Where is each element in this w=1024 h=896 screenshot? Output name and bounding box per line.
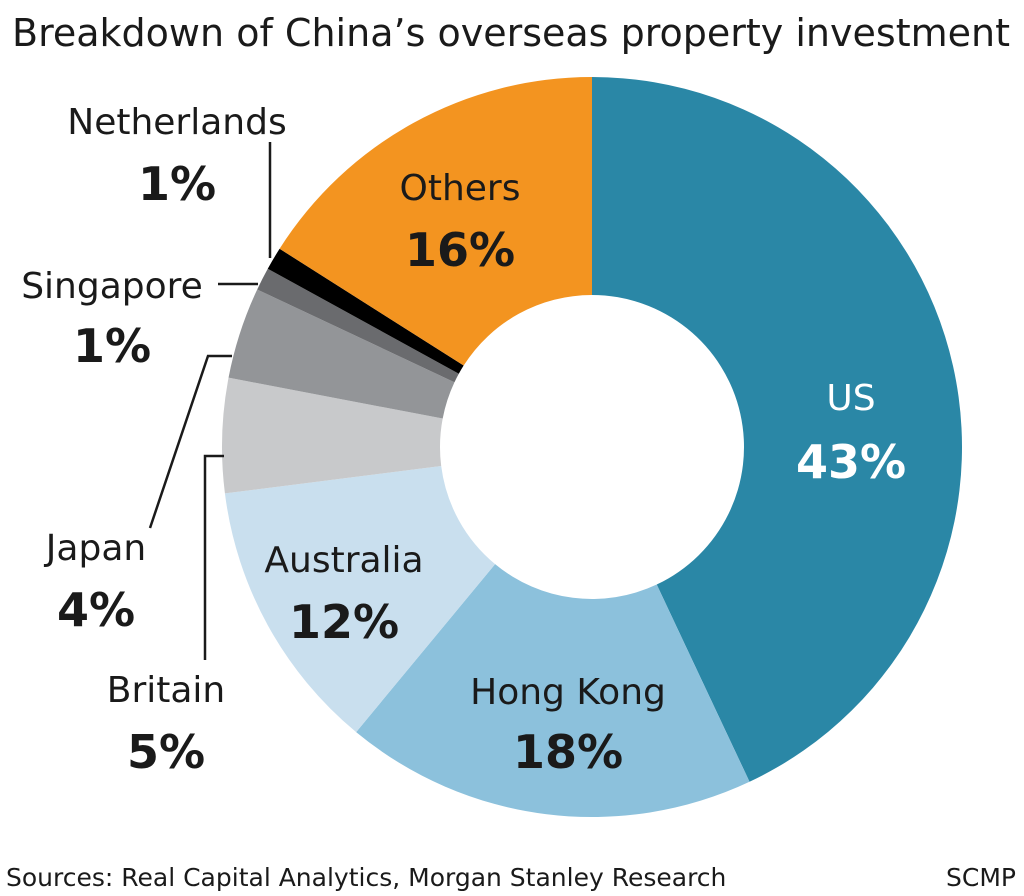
leader-line-britain bbox=[203, 454, 224, 660]
chart-title: Breakdown of China’s overseas property i… bbox=[12, 11, 1010, 55]
label-us: US bbox=[826, 378, 875, 419]
slice-australia bbox=[224, 466, 496, 733]
value-britain: 5% bbox=[127, 725, 205, 779]
slice-others bbox=[279, 77, 592, 366]
label-britain: Britain bbox=[107, 670, 226, 711]
value-japan: 4% bbox=[57, 583, 135, 637]
label-others: Others bbox=[400, 168, 521, 209]
slices bbox=[222, 77, 963, 817]
value-us: 43% bbox=[796, 435, 906, 489]
value-others: 16% bbox=[405, 223, 515, 277]
label-australia: Australia bbox=[264, 540, 423, 581]
value-australia: 12% bbox=[289, 595, 399, 649]
label-netherlands: Netherlands bbox=[67, 102, 286, 143]
slice-britain bbox=[222, 377, 443, 494]
label-singapore: Singapore bbox=[21, 266, 203, 307]
credit: SCMP bbox=[946, 863, 1016, 892]
value-netherlands: 1% bbox=[138, 157, 216, 211]
label-japan: Japan bbox=[44, 528, 146, 569]
value-hong-kong: 18% bbox=[513, 725, 623, 779]
slice-japan bbox=[228, 289, 455, 419]
value-singapore: 1% bbox=[73, 319, 151, 373]
slice-netherlands bbox=[267, 248, 464, 374]
slice-us bbox=[592, 77, 963, 782]
slice-hong-kong bbox=[356, 564, 750, 817]
slice-singapore bbox=[257, 268, 459, 383]
label-hong-kong: Hong Kong bbox=[470, 672, 666, 713]
leader-line-japan bbox=[148, 354, 232, 529]
sources-note: Sources: Real Capital Analytics, Morgan … bbox=[6, 863, 726, 892]
